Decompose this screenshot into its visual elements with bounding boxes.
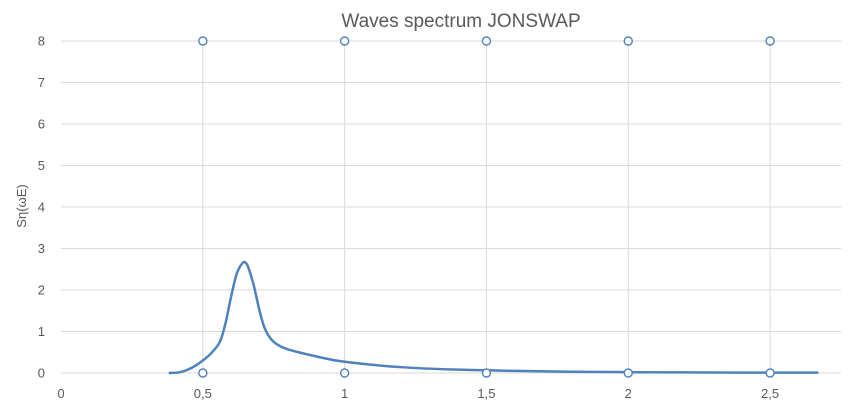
y-tick-label: 8 bbox=[38, 34, 45, 49]
markers bbox=[198, 36, 775, 378]
y-tick-label: 7 bbox=[38, 75, 45, 90]
y-tick-label: 4 bbox=[38, 200, 45, 215]
x-tick-label: 1 bbox=[341, 386, 348, 401]
data-point-marker bbox=[623, 36, 633, 46]
data-point-marker bbox=[481, 36, 492, 46]
grid bbox=[61, 40, 841, 374]
y-tick-label: 5 bbox=[38, 158, 45, 173]
x-tick-labels: 0 0,5 1 1,5 2 2,5 bbox=[57, 386, 779, 401]
x-tick-label: 2 bbox=[625, 386, 632, 401]
x-tick-label: 2,5 bbox=[761, 386, 779, 401]
chart-title: Waves spectrum JONSWAP bbox=[341, 11, 580, 32]
y-axis-label: Sη(ωE) bbox=[14, 184, 29, 227]
spectrum-curve bbox=[168, 260, 819, 375]
y-tick-label: 0 bbox=[38, 366, 45, 381]
data-point-marker bbox=[765, 368, 775, 378]
y-tick-label: 1 bbox=[38, 324, 45, 339]
x-tick-label: 1,5 bbox=[477, 386, 495, 401]
y-tick-label: 6 bbox=[38, 117, 45, 132]
data-point-marker bbox=[623, 368, 633, 378]
x-tick-label: 0,5 bbox=[194, 386, 212, 401]
data-point-marker bbox=[198, 36, 208, 46]
data-point-marker bbox=[339, 368, 350, 378]
x-tick-label: 0 bbox=[57, 386, 64, 401]
y-tick-label: 3 bbox=[38, 241, 45, 256]
y-tick-labels: 0 1 2 3 4 5 6 7 8 bbox=[38, 34, 45, 381]
data-point-marker bbox=[198, 368, 208, 378]
data-point-marker bbox=[765, 36, 775, 46]
y-tick-label: 2 bbox=[38, 283, 45, 298]
data-point-marker bbox=[339, 36, 350, 46]
data-point-marker bbox=[481, 368, 492, 378]
